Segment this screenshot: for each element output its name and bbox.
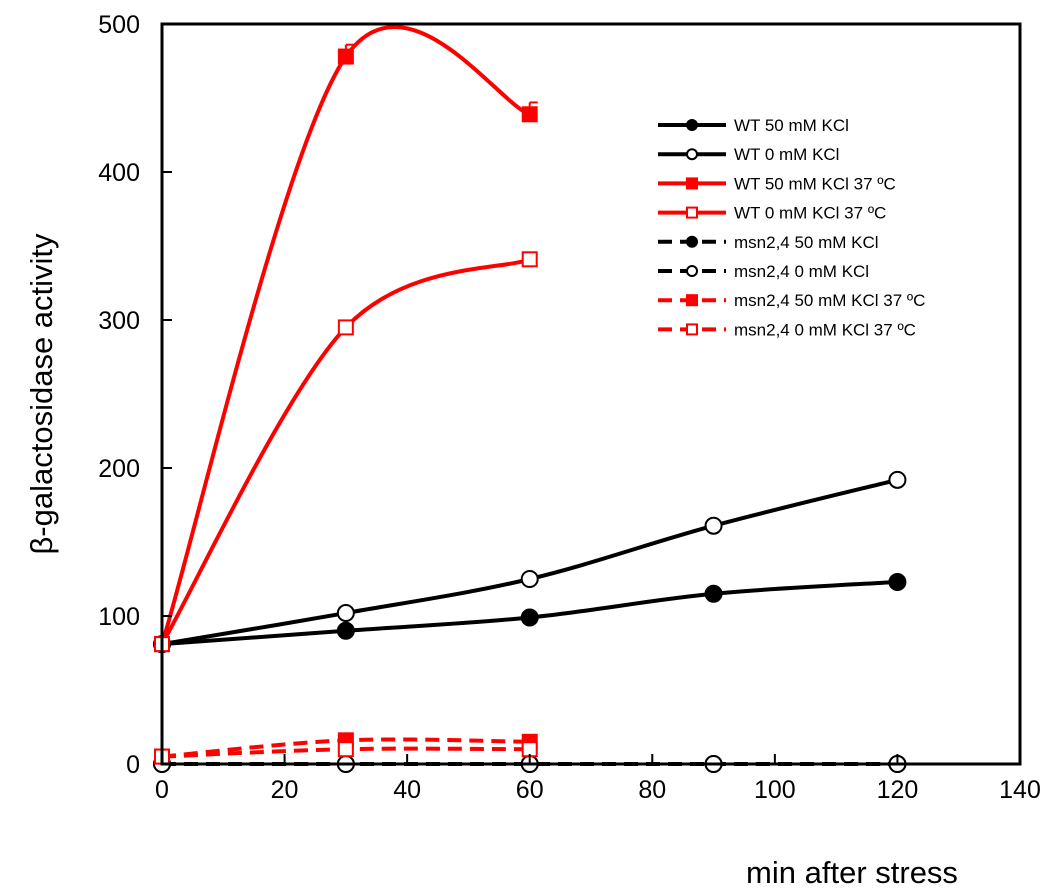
legend-item: WT 50 mM KCl <box>658 116 849 135</box>
legend-label: msn2,4 0 mM KCl 37 ºC <box>734 320 916 339</box>
series-3 <box>154 251 538 653</box>
legend-item: msn2,4 50 mM KCl <box>658 233 879 252</box>
data-point <box>704 516 723 535</box>
x-tick-label: 140 <box>999 776 1041 804</box>
data-point <box>520 570 539 588</box>
legend-label: WT 0 mM KCl <box>734 145 839 164</box>
axes: 0 20 40 60 80 100 120 140 0 100 200 300 400 500 min af… <box>24 11 1041 890</box>
legend-item: msn2,4 50 mM KCl 37 ºC <box>658 291 925 310</box>
y-axis-title: β-galactosidase activity <box>24 233 59 555</box>
x-axis-title: min after stress <box>746 855 958 890</box>
data-point <box>888 470 907 489</box>
x-tick-label: 20 <box>271 776 299 804</box>
data-point <box>521 251 538 268</box>
x-tick-label: 120 <box>877 776 919 804</box>
y-tick-label: 500 <box>98 11 140 39</box>
data-point <box>888 572 907 591</box>
data-point <box>336 621 355 640</box>
legend-marker <box>686 148 698 161</box>
series-0 <box>153 572 907 654</box>
legend-label: WT 50 mM KCl <box>734 116 849 135</box>
y-tick-label: 400 <box>98 159 140 187</box>
series-line <box>160 257 531 646</box>
legend-label: msn2,4 50 mM KCl 37 ºC <box>734 291 925 310</box>
data-point <box>336 604 355 623</box>
data-point <box>337 48 354 65</box>
series-line <box>160 25 531 645</box>
x-tick-label: 40 <box>393 776 421 804</box>
y-tick-label: 100 <box>98 603 140 631</box>
plot-frame <box>160 22 1022 766</box>
y-tick-label: 200 <box>98 455 140 483</box>
legend-label: WT 0 mM KCl 37 ºC <box>734 204 886 223</box>
data-point <box>704 584 723 603</box>
legend-marker <box>686 323 698 336</box>
legend-marker <box>686 265 698 277</box>
legend: WT 50 mM KCl WT 0 mM KCl WT 50 mM KCl 37 º… <box>658 116 925 339</box>
legend-marker <box>686 294 698 307</box>
y-tick-label: 300 <box>98 307 140 335</box>
legend-item: WT 0 mM KCl 37 ºC <box>658 204 886 223</box>
legend-item: msn2,4 0 mM KCl 37 ºC <box>658 320 916 339</box>
legend-marker <box>686 235 698 248</box>
y-tick-label: 0 <box>126 751 140 779</box>
data-point <box>337 741 354 758</box>
data-point <box>521 106 538 123</box>
legend-marker <box>686 177 698 190</box>
legend-marker <box>686 206 698 219</box>
series-layer <box>153 25 907 773</box>
legend-label: msn2,4 50 mM KCl <box>734 233 879 252</box>
data-point <box>337 319 354 336</box>
x-tick-label: 100 <box>754 776 796 804</box>
data-point <box>520 608 539 627</box>
legend-item: WT 0 mM KCl <box>658 145 839 164</box>
legend-item: WT 50 mM KCl 37 ºC <box>658 174 896 193</box>
series-2 <box>154 25 538 653</box>
x-tick-label: 60 <box>516 776 544 804</box>
legend-marker <box>686 119 698 131</box>
legend-label: WT 50 mM KCl 37 ºC <box>734 174 896 193</box>
x-tick-label: 80 <box>638 776 666 804</box>
legend-label: msn2,4 0 mM KCl <box>734 262 869 281</box>
x-tick-label: 0 <box>155 776 169 804</box>
legend-item: msn2,4 0 mM KCl <box>658 262 869 281</box>
